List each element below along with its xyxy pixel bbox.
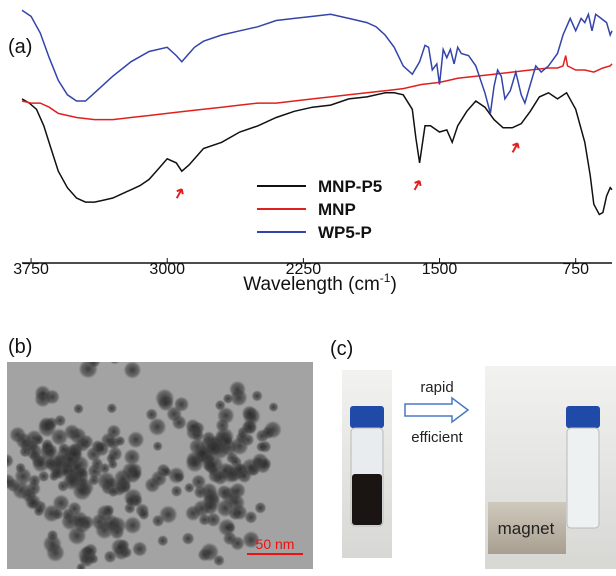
magnet-label: magnet bbox=[498, 519, 555, 538]
nanoparticle bbox=[182, 532, 195, 545]
peak-arrow-icon bbox=[177, 189, 183, 198]
nanoparticle bbox=[54, 415, 66, 427]
peak-arrow-icon bbox=[513, 143, 519, 152]
nanoparticle bbox=[230, 437, 249, 456]
nanoparticle bbox=[185, 419, 200, 434]
nanoparticle bbox=[75, 437, 90, 452]
nanoparticle bbox=[223, 393, 234, 404]
nanoparticle bbox=[261, 426, 275, 440]
x-tick-label: 3000 bbox=[149, 261, 185, 278]
arrow-label-top: rapid bbox=[420, 379, 453, 396]
nanoparticle bbox=[97, 471, 116, 490]
x-tick-label: 750 bbox=[562, 261, 589, 278]
nanoparticle bbox=[191, 474, 206, 489]
nanoparticle bbox=[43, 534, 62, 553]
nanoparticle bbox=[242, 405, 258, 421]
nanoparticle bbox=[132, 541, 148, 557]
series-line-mnp bbox=[22, 56, 612, 120]
nanoparticle bbox=[213, 470, 228, 485]
vial-body-after bbox=[567, 428, 599, 528]
nanoparticle bbox=[251, 390, 262, 401]
nanoparticle bbox=[94, 442, 109, 457]
x-tick-label: 1500 bbox=[422, 261, 458, 278]
legend-label: MNP-P5 bbox=[318, 177, 382, 196]
nanoparticle bbox=[244, 511, 257, 524]
nanoparticle bbox=[38, 471, 50, 483]
nanoparticle bbox=[113, 469, 132, 488]
nanoparticle bbox=[157, 535, 168, 546]
nanoparticle bbox=[38, 417, 54, 433]
nanoparticle bbox=[202, 499, 218, 515]
nanoparticle bbox=[269, 402, 279, 412]
nanoparticle bbox=[62, 472, 81, 491]
arrow-label-bottom: efficient bbox=[411, 429, 463, 446]
nanoparticle bbox=[15, 432, 32, 449]
panel-label-b: (b) bbox=[8, 336, 32, 359]
nanoparticle bbox=[41, 439, 53, 451]
nanoparticle bbox=[125, 495, 136, 506]
panel-label-c: (c) bbox=[330, 338, 353, 361]
nanoparticle bbox=[241, 458, 260, 477]
nanoparticle bbox=[205, 440, 223, 458]
nanoparticle bbox=[217, 407, 235, 425]
vial-photos: rapid efficient magnet bbox=[330, 362, 616, 571]
nanoparticle bbox=[115, 436, 126, 447]
nanoparticle bbox=[138, 509, 149, 520]
nanoparticle bbox=[241, 419, 257, 435]
nanoparticle bbox=[185, 454, 204, 473]
nanoparticle bbox=[157, 395, 174, 412]
nanoparticle bbox=[84, 543, 98, 557]
series-line-mnp-p5 bbox=[22, 93, 612, 215]
nanoparticle bbox=[213, 555, 225, 567]
vial-cap-before bbox=[350, 406, 384, 428]
nanoparticle bbox=[159, 505, 178, 524]
tem-image: 50 nm bbox=[7, 362, 313, 569]
nanoparticle bbox=[254, 502, 266, 514]
series-layer bbox=[22, 10, 612, 214]
nanoparticle bbox=[106, 453, 117, 464]
nanoparticle bbox=[151, 470, 168, 487]
scale-bar-label: 50 nm bbox=[256, 536, 295, 552]
nanoparticle bbox=[153, 441, 163, 451]
nanoparticle bbox=[127, 431, 144, 448]
nanoparticle bbox=[51, 467, 63, 479]
nanoparticle bbox=[73, 404, 84, 415]
nanoparticle bbox=[43, 504, 61, 522]
x-axis-label: Wavelength (cm-1) bbox=[243, 271, 397, 295]
x-tick-label: 3750 bbox=[13, 261, 49, 278]
nanoparticle bbox=[111, 538, 129, 556]
nanoparticle bbox=[45, 389, 60, 404]
nanoparticle bbox=[103, 514, 121, 532]
nanoparticle bbox=[124, 516, 142, 534]
nanoparticle bbox=[148, 418, 167, 437]
vial-cap-after bbox=[566, 406, 600, 428]
legend: MNP-P5 MNP WP5-P bbox=[257, 177, 382, 242]
nanoparticle bbox=[259, 458, 271, 470]
nanoparticle bbox=[174, 397, 190, 413]
tem-texture: 50 nm bbox=[7, 362, 313, 569]
peak-arrow-icon bbox=[415, 181, 421, 190]
nanoparticle bbox=[107, 403, 118, 414]
nanoparticle bbox=[256, 441, 267, 452]
nanoparticle bbox=[171, 485, 183, 497]
nanoparticle bbox=[21, 487, 37, 503]
legend-label: MNP bbox=[318, 200, 356, 219]
nanoparticle bbox=[15, 463, 26, 474]
dispersion-liquid bbox=[352, 474, 382, 525]
nanoparticle bbox=[218, 518, 236, 536]
process-arrow-icon bbox=[405, 398, 468, 422]
legend-label: WP5-P bbox=[318, 223, 372, 242]
